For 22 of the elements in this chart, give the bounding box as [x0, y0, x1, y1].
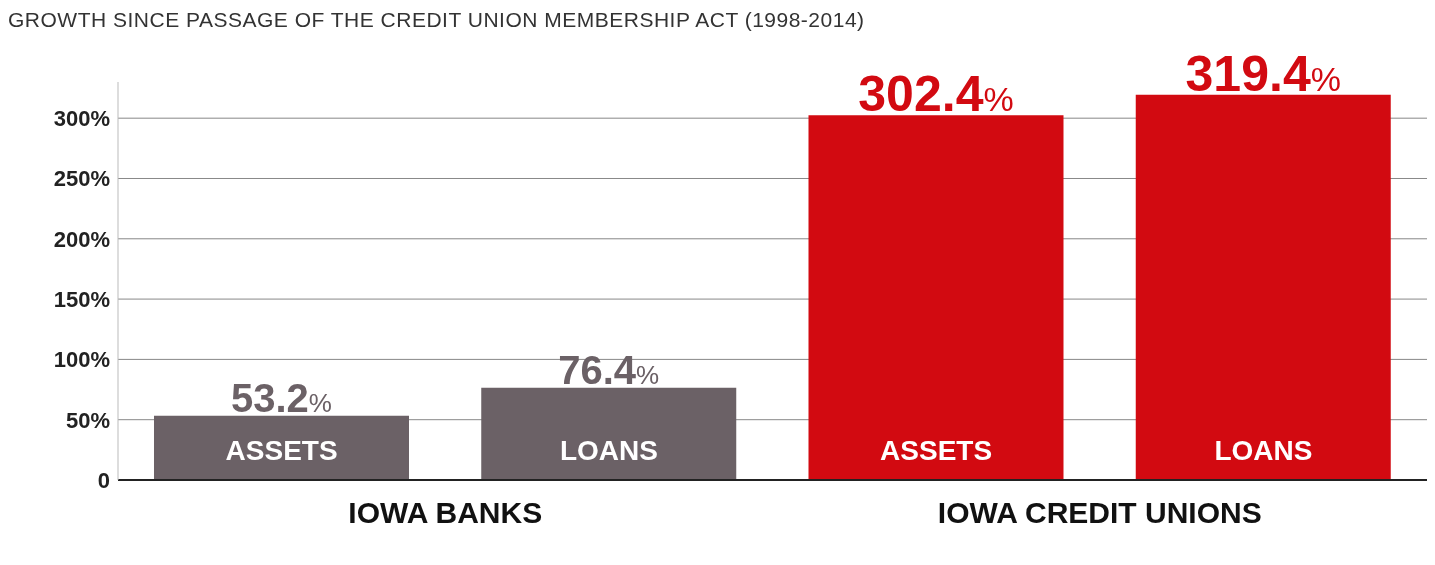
data-label: 53.2%: [231, 375, 332, 420]
bar: [481, 387, 737, 480]
y-tick-label: 300%: [53, 105, 110, 131]
bar: [808, 115, 1064, 480]
text: IOWA CREDIT UNIONS: [936, 496, 1263, 530]
y-tick-label: 250%: [53, 166, 110, 192]
x-tick-label: ASSETS: [225, 435, 338, 466]
y-tick-label: 150%: [53, 286, 110, 312]
y-tick-label: 0: [97, 467, 110, 493]
data-label: 76.4%: [558, 347, 660, 392]
data-label: 302.4%: [858, 66, 1014, 123]
bar: [1135, 94, 1391, 480]
text: IOWA BANKS: [347, 496, 544, 530]
bar: [154, 415, 409, 480]
x-tick-label: ASSETS: [880, 435, 993, 466]
y-tick-label: 50%: [65, 407, 110, 433]
x-tick-label: LOANS: [559, 435, 658, 466]
data-label: 319.4%: [1185, 45, 1341, 102]
y-tick-label: 100%: [53, 347, 110, 373]
chart-title: GROWTH SINCE PASSAGE OF THE CREDIT UNION MEMBERSHIP ACT (1998-2014): [8, 8, 866, 32]
y-tick-label: 200%: [53, 226, 110, 252]
x-tick-label: LOANS: [1214, 435, 1313, 466]
